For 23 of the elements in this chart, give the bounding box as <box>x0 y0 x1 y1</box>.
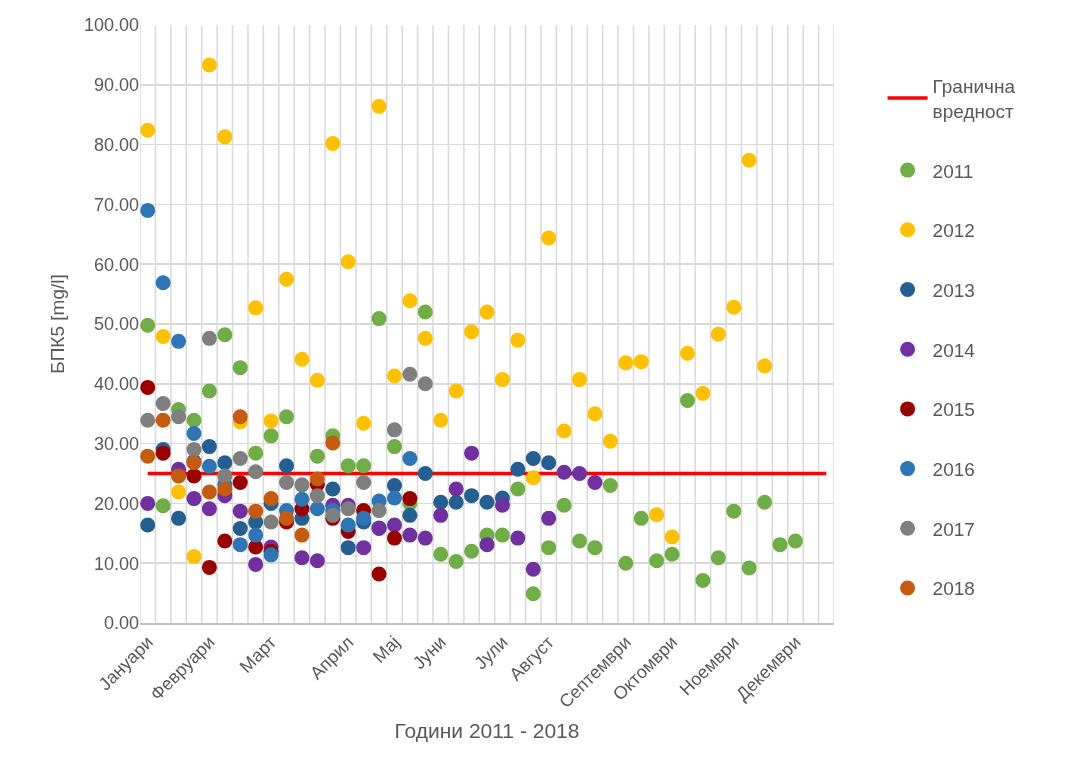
legend-label: 2018 <box>932 578 975 600</box>
legend-label: 2017 <box>932 518 975 540</box>
legend-label: 2013 <box>932 279 975 301</box>
legend-label: Гранична вредност <box>932 76 1016 122</box>
x-axis-title: Години 2011 - 2018 <box>394 718 580 742</box>
x-tick-label: Мај <box>368 632 404 667</box>
y-tick-label: 30.00 <box>93 433 139 454</box>
y-tick-label: 10.00 <box>93 553 139 574</box>
y-tick-label: 50.00 <box>93 314 139 335</box>
legend-label: 2011 <box>932 160 974 182</box>
y-tick-label: 80.00 <box>93 134 139 155</box>
y-tick-label: 40.00 <box>93 374 139 395</box>
y-tick-label: 20.00 <box>93 493 139 514</box>
legend-label: 2012 <box>932 220 975 242</box>
y-tick-label: 0.00 <box>103 613 139 634</box>
y-tick-label: 100.00 <box>83 15 139 36</box>
legend-label: 2014 <box>932 339 976 361</box>
legend-label: 2015 <box>932 399 975 421</box>
legend-label: 2016 <box>932 459 975 481</box>
y-axis-title: БПК5 [mg/l] <box>46 274 68 374</box>
y-tick-label: 60.00 <box>93 254 139 275</box>
y-tick-label: 90.00 <box>93 75 139 96</box>
y-tick-label: 70.00 <box>93 194 139 215</box>
